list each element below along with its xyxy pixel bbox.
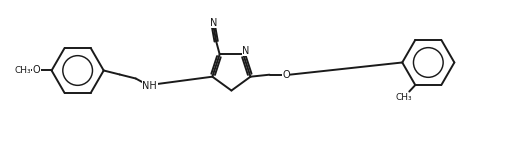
Text: CH₃: CH₃: [14, 66, 31, 75]
Text: O: O: [282, 70, 290, 80]
Text: O: O: [33, 65, 40, 76]
Text: CH₃: CH₃: [396, 93, 413, 102]
Text: NH: NH: [142, 81, 157, 91]
Text: N: N: [242, 46, 250, 56]
Text: N: N: [210, 18, 217, 28]
